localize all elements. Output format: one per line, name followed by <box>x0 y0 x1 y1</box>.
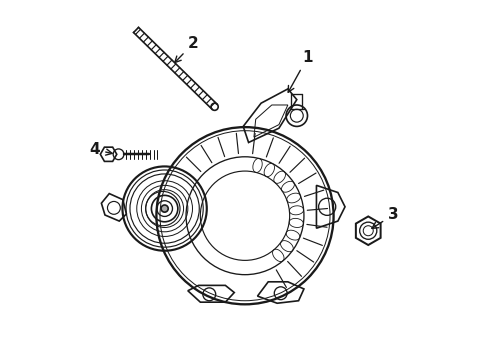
Text: 2: 2 <box>175 36 198 63</box>
Circle shape <box>161 205 168 212</box>
Text: 1: 1 <box>288 50 313 92</box>
Text: 4: 4 <box>90 142 112 157</box>
Text: 3: 3 <box>372 207 398 228</box>
